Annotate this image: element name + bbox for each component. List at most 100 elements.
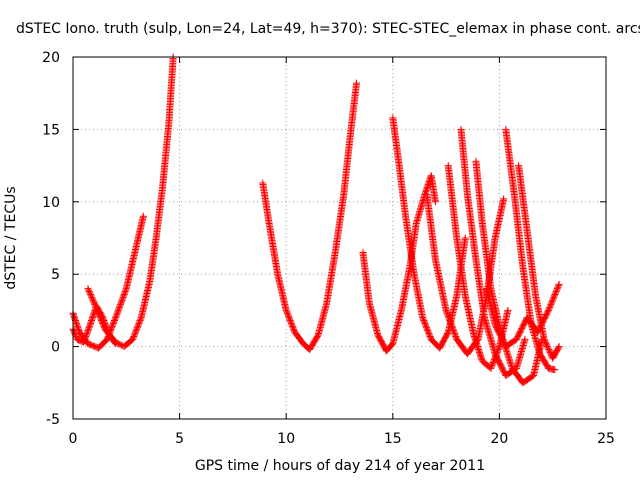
data-point: [283, 309, 291, 317]
data-point: [115, 305, 123, 313]
data-point: [112, 338, 120, 346]
data-point: [92, 302, 100, 310]
data-point: [85, 286, 93, 294]
data-point: [451, 331, 459, 339]
data-point: [96, 314, 104, 322]
data-point: [444, 311, 452, 319]
data-point: [284, 311, 292, 319]
data-point: [90, 299, 98, 307]
data-point: [445, 314, 453, 322]
data-point: [442, 306, 450, 314]
data-point: [547, 299, 555, 307]
data-point: [544, 344, 552, 352]
data-point: [114, 340, 122, 348]
data-point: [521, 335, 529, 343]
data-point: [85, 288, 93, 296]
data-point: [555, 282, 563, 290]
data-point: [444, 312, 452, 320]
x-tick-label: 20: [490, 431, 508, 447]
data-point: [500, 195, 508, 203]
data-point: [541, 338, 549, 346]
data-point: [130, 332, 138, 340]
data-point: [431, 198, 439, 206]
data-point: [89, 296, 97, 304]
data-point: [116, 302, 124, 310]
data-point: [116, 301, 124, 309]
data-point: [450, 327, 458, 335]
data-point: [443, 308, 451, 316]
x-tick-label: 10: [277, 431, 295, 447]
data-point: [554, 283, 562, 291]
data-point: [94, 308, 102, 316]
data-point: [288, 321, 296, 329]
data-point: [447, 319, 455, 327]
data-point: [120, 290, 128, 298]
data-point: [553, 285, 561, 293]
data-point: [118, 296, 126, 304]
series-3: [259, 79, 361, 353]
data-point: [133, 324, 141, 332]
x-tick-label: 0: [69, 431, 78, 447]
data-point: [108, 324, 116, 332]
data-point: [90, 298, 98, 306]
y-tick-label: 20: [42, 50, 60, 66]
data-point: [86, 289, 94, 297]
series-12: [483, 280, 563, 351]
data-point: [546, 304, 554, 312]
data-point: [282, 306, 290, 314]
data-point: [83, 330, 91, 338]
data-point: [119, 293, 127, 301]
data-point: [88, 293, 96, 301]
data-point: [541, 337, 549, 345]
data-point: [86, 322, 94, 330]
data-point: [487, 363, 495, 371]
data-point: [286, 315, 294, 323]
series-7: [444, 162, 512, 372]
data-point: [289, 324, 297, 332]
data-point: [487, 364, 495, 372]
data-point: [419, 314, 427, 322]
data-point: [136, 317, 144, 325]
series-4: [359, 172, 439, 355]
data-point: [353, 79, 361, 87]
data-point: [94, 309, 102, 317]
data-point: [130, 331, 138, 339]
data-point: [445, 315, 453, 323]
data-point: [97, 315, 105, 323]
data-point: [444, 329, 452, 337]
data-point: [103, 335, 111, 343]
y-axis-label: dSTEC / TECUs: [3, 186, 19, 289]
data-point: [283, 308, 291, 316]
plot-frame: [72, 56, 607, 420]
data-point: [551, 290, 559, 298]
data-point: [136, 318, 144, 326]
data-point: [122, 286, 130, 294]
data-point: [97, 317, 105, 325]
data-points: [69, 53, 563, 387]
data-point: [423, 324, 431, 332]
data-point: [452, 332, 460, 340]
data-point: [131, 330, 139, 338]
data-point: [461, 234, 469, 242]
data-point: [555, 280, 563, 288]
data-point: [546, 348, 554, 356]
data-point: [549, 296, 557, 304]
data-point: [554, 344, 562, 352]
data-point: [420, 318, 428, 326]
data-point: [284, 312, 292, 320]
data-point: [422, 322, 430, 330]
data-point: [108, 322, 116, 330]
data-point: [121, 289, 129, 297]
data-point: [546, 302, 554, 310]
data-point: [552, 289, 560, 297]
data-point: [116, 340, 124, 348]
data-point: [448, 322, 456, 330]
data-point: [133, 325, 141, 333]
data-point: [420, 317, 428, 325]
y-tick-label: 5: [51, 267, 60, 283]
data-point: [114, 308, 122, 316]
data-point: [109, 319, 117, 327]
data-point: [287, 318, 295, 326]
data-point: [447, 321, 455, 329]
